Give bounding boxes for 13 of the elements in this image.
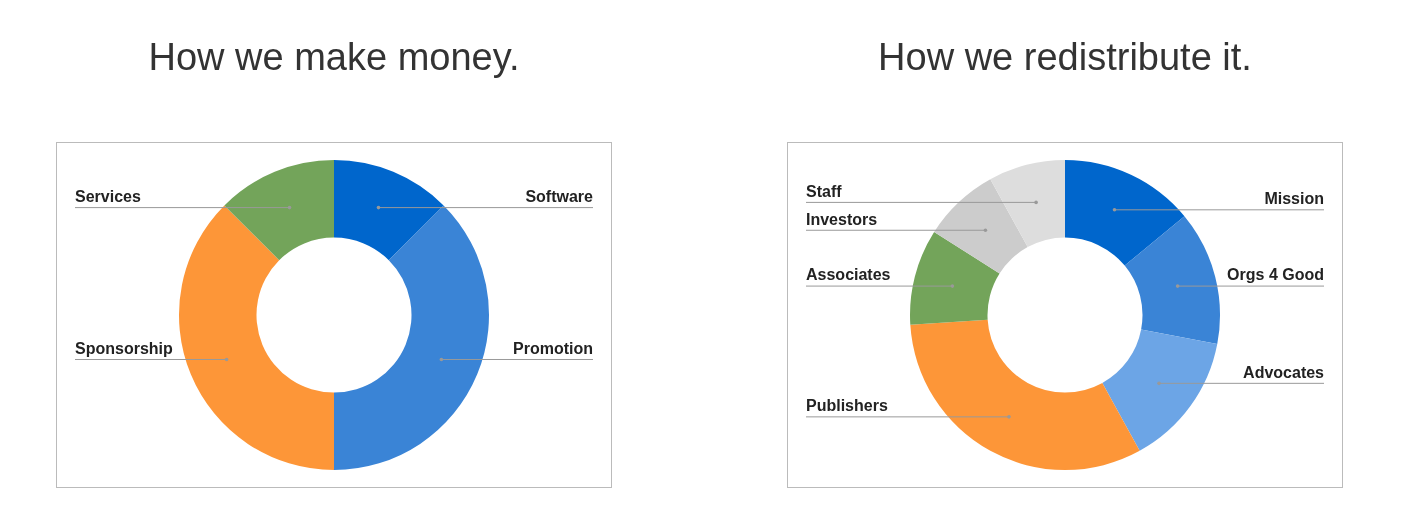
slice-label: Staff (806, 182, 843, 200)
slice-label: Mission (1264, 190, 1324, 208)
slice-label: Orgs 4 Good (1227, 266, 1324, 284)
slice-label: Promotion (513, 339, 593, 357)
chart-title: How we make money. (147, 36, 521, 80)
chart-title: How we redistribute it. (877, 36, 1253, 80)
slice-label: Services (75, 188, 141, 206)
slice-label: Investors (806, 210, 878, 228)
slice-label: Advocates (1243, 363, 1325, 381)
slice-label: Associates (806, 266, 891, 284)
slice-label: Sponsorship (75, 339, 174, 357)
slice-label: Software (525, 188, 594, 206)
slice-label: Publishers (806, 397, 888, 415)
